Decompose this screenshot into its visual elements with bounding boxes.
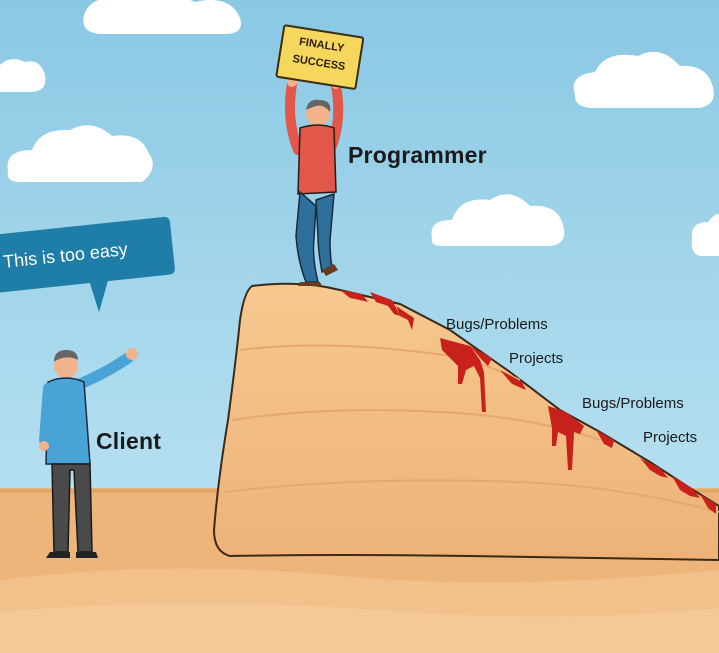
cliff-strata [239, 344, 521, 381]
cloud-icon [7, 125, 153, 182]
sand-dune [0, 603, 719, 653]
cloud-icon [83, 0, 241, 34]
slope-label-projects-1: Projects [509, 350, 564, 367]
speech-bubble-shape [0, 216, 175, 313]
cliff-strata [223, 479, 719, 513]
success-sign: FINALLY SUCCESS [275, 24, 365, 91]
cloud-icon [691, 214, 719, 256]
cloud-icon [431, 194, 565, 246]
speech-bubble: This is too easy [0, 212, 178, 313]
slope-label-projects-2: Projects [643, 429, 698, 446]
slope-label-bugs-1: Bugs/Problems [446, 316, 548, 333]
programmer-label: Programmer [348, 142, 487, 168]
slope-label-bugs-2: Bugs/Problems [582, 395, 684, 412]
client-label: Client [96, 428, 162, 454]
cloud-icon [0, 59, 46, 92]
client-figure [39, 348, 138, 558]
cloud-icon [573, 51, 714, 108]
blood-drips [340, 290, 716, 514]
